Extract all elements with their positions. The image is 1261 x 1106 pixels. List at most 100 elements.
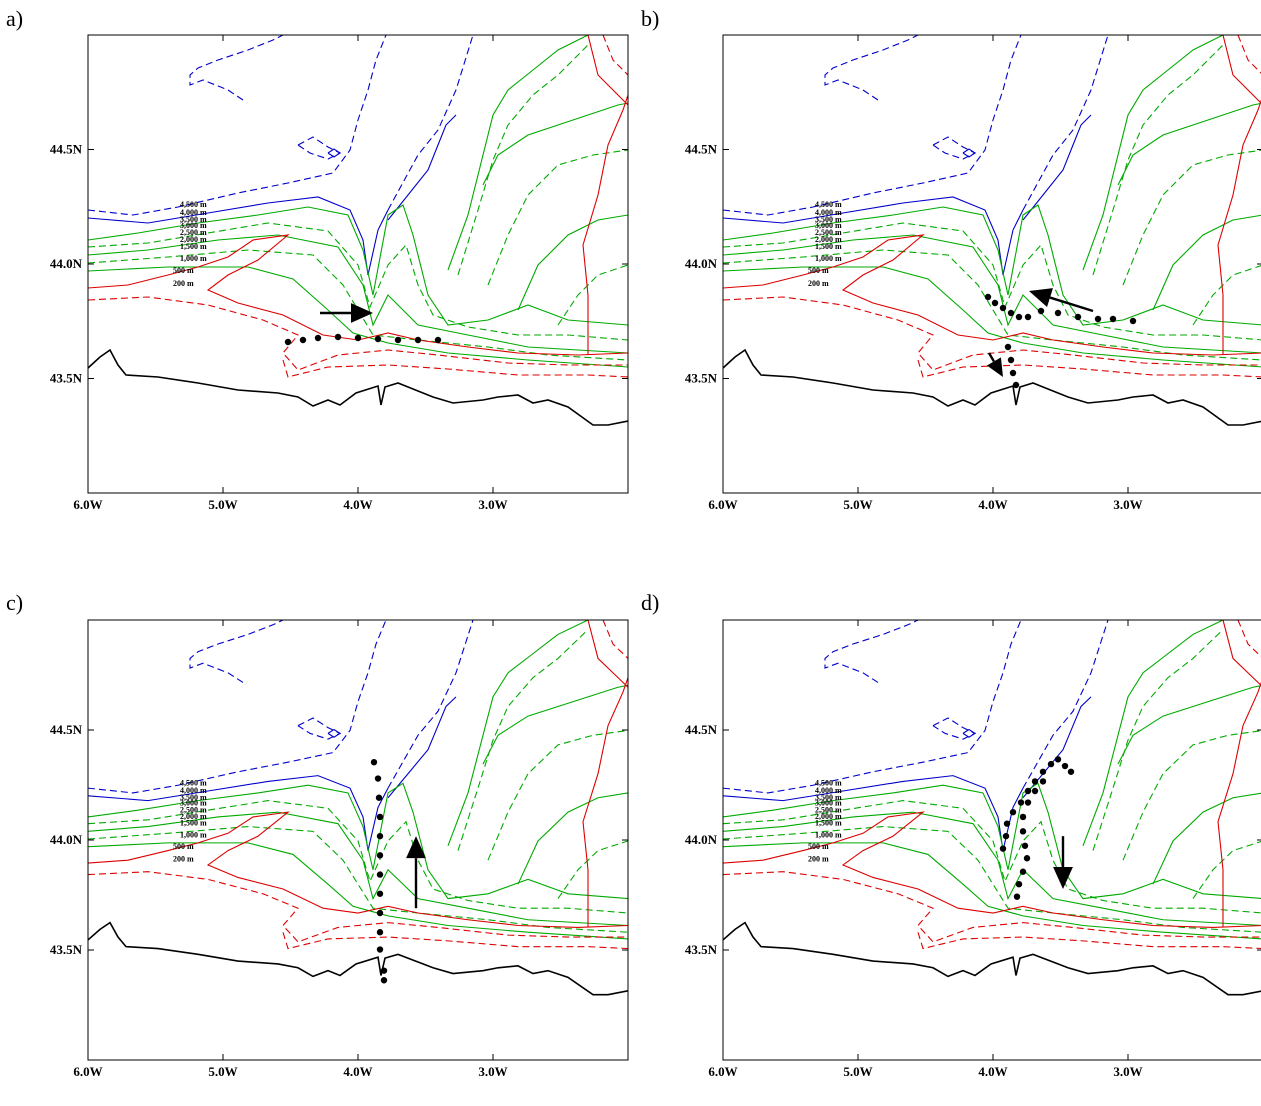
track-point [376,909,384,917]
depth-contour [88,811,628,927]
depth-contour [723,234,1261,356]
depth-contour [1022,35,1109,211]
depth-contour [1022,696,1092,799]
depth-contour [1122,730,1261,861]
track-point [370,758,378,766]
depth-contour [582,677,628,928]
depth-contour [487,149,628,286]
contour-label: 2,000 m [180,812,207,821]
track-point [1061,762,1069,770]
contour-label: 2,500 m [180,228,207,237]
depth-contour [88,222,628,341]
depth-contour [88,775,389,851]
track-point [376,946,384,953]
depth-contour [88,204,628,326]
track-point [1015,880,1023,888]
track-point [1021,842,1029,849]
track-point [1067,768,1075,775]
depth-contour [723,775,1024,851]
depth-contour [932,136,977,160]
depth-contour [723,296,1261,371]
depth-contour [723,800,1261,914]
depth-contour [482,102,628,186]
track-point [1002,832,1010,840]
contour-label: 500 m [808,842,829,851]
depth-contour [88,800,628,914]
depth-contour [88,35,387,216]
lon-tick-label: 6.0W [73,1064,102,1079]
depth-contour [1192,265,1261,326]
depth-contour [723,196,1024,276]
depth-contour [1092,44,1224,276]
contour-label: 200 m [173,854,194,863]
contour-label: 2,500 m [815,228,842,237]
depth-contour [88,266,628,368]
contour-label: 4,500 m [180,200,207,209]
depth-contour [1092,629,1224,851]
depth-contour [1152,214,1261,311]
contour-label: 4,500 m [815,778,842,787]
track-point [1031,787,1039,795]
contour-label: 4,500 m [815,200,842,209]
depth-contour [824,620,919,683]
track-point [1007,309,1015,317]
contour-label: 1,000 m [180,830,207,839]
map-panel-d: 4,500 m4,000 m3,500 m3,000 m2,500 m2,000… [685,619,1261,1079]
depth-contour [1117,685,1261,765]
lat-tick-label: 44.0N [50,832,83,847]
depth-contour [1122,149,1261,286]
lon-tick-label: 3.0W [1113,497,1142,512]
track-point [380,967,388,974]
depth-contour [282,932,628,950]
depth-contour [189,620,284,683]
depth-contour [962,148,976,158]
track-point [991,299,999,307]
depth-contour [723,811,1261,928]
depth-contour [723,222,1261,341]
contour-label: 3,000 m [815,221,842,230]
contour-label: 4,000 m [180,786,207,795]
contour-label: 4,500 m [180,778,207,787]
lon-tick-label: 6.0W [73,497,102,512]
track-point [334,333,342,341]
contour-label: 200 m [173,279,194,288]
lon-tick-label: 4.0W [978,497,1007,512]
contour-label: 1,500 m [815,242,842,251]
coastline [88,921,628,996]
lat-tick-label: 44.0N [685,256,718,271]
track-point [1009,369,1017,377]
depth-contour [587,620,628,688]
depth-contour [723,782,1261,900]
track-point [1024,787,1032,795]
track-point [376,852,384,859]
track-point [1019,828,1027,835]
track-point [1031,778,1039,785]
depth-contour [723,871,1261,943]
lat-tick-label: 44.5N [50,722,83,737]
depth-contour [387,35,474,211]
drift-arrow-shaft [987,352,995,363]
depth-contour [557,264,628,326]
depth-contour [1022,620,1109,789]
drift-arrow-head [1029,288,1053,308]
contour-label: 3,500 m [815,793,842,802]
map-frame [87,34,629,494]
track-point [1054,309,1062,317]
contour-label: 4,000 m [815,208,842,217]
track-point [1003,820,1011,827]
depth-contour [457,629,589,851]
depth-contour [723,35,1022,216]
depth-contour [723,811,1261,926]
depth-contour [1217,99,1261,355]
drift-arrow-shaft [1049,296,1094,313]
lon-tick-label: 3.0W [478,1064,507,1079]
map-plot-area: 4,500 m4,000 m3,500 m3,000 m2,500 m2,000… [685,34,1261,512]
lat-tick-label: 43.5N [685,371,718,386]
depth-contour [723,842,1261,940]
track-point [376,832,384,840]
depth-contour [88,782,628,900]
depth-contour [723,204,1261,326]
drift-arrow-head [406,836,426,859]
depth-contour [723,266,1261,368]
drift-arrow-head [1053,866,1073,889]
